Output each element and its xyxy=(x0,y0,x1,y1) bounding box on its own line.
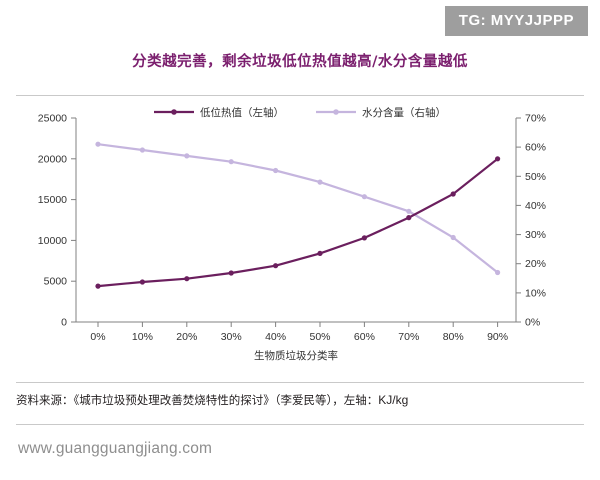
right-axis-ticks: 0% 10% 20% 30% 40% 50% 60% 70% xyxy=(516,113,546,329)
telegram-watermark-badge: TG: MYYJJPPP xyxy=(444,6,588,36)
x-tick-label: 10% xyxy=(132,331,153,343)
line-chart-svg: 0 5000 10000 15000 20000 25000 0% 10% 20… xyxy=(38,106,546,362)
right-tick-label: 30% xyxy=(525,229,546,241)
x-tick-label: 40% xyxy=(265,331,286,343)
x-tick-label: 20% xyxy=(176,331,197,343)
right-tick-label: 10% xyxy=(525,287,546,299)
x-tick-label: 50% xyxy=(309,331,330,343)
left-tick-label: 20000 xyxy=(38,153,67,165)
chart-title: 分类越完善，剩余垃圾低位热值越高/水分含量越低 xyxy=(132,54,468,70)
x-tick-label: 0% xyxy=(90,331,105,343)
series-lower-heating-value xyxy=(95,156,501,289)
source-divider-top xyxy=(16,382,584,383)
right-tick-label: 50% xyxy=(525,171,546,183)
x-axis-ticks: 0% 10% 20% 30% 40% 50% 60% 70% 80% 90% xyxy=(90,322,508,343)
right-tick-label: 0% xyxy=(525,317,540,329)
right-tick-label: 20% xyxy=(525,258,546,270)
chart-legend: 低位热值（左轴） 水分含量（右轴） xyxy=(154,106,446,119)
source-unit: KJ/kg xyxy=(378,393,409,407)
left-axis-ticks: 0 5000 10000 15000 20000 25000 xyxy=(38,113,76,329)
legend-label: 水分含量（右轴） xyxy=(362,106,446,119)
title-divider xyxy=(16,95,584,96)
right-tick-label: 40% xyxy=(525,200,546,212)
source-note: 资料来源：《城市垃圾预处理改善焚烧特性的探讨》（李爱民等），左轴：KJ/kg xyxy=(16,392,584,409)
x-tick-label: 90% xyxy=(487,331,508,343)
left-tick-label: 5000 xyxy=(44,276,68,288)
x-axis-title: 生物质垃圾分类率 xyxy=(254,349,338,362)
x-tick-label: 70% xyxy=(398,331,419,343)
left-tick-label: 0 xyxy=(61,317,67,329)
legend-item-water-content: 水分含量（右轴） xyxy=(316,106,446,119)
site-url-watermark: www.guangguangjiang.com xyxy=(18,440,213,457)
right-tick-label: 70% xyxy=(525,113,546,125)
legend-label: 低位热值（左轴） xyxy=(200,106,284,119)
x-tick-label: 30% xyxy=(221,331,242,343)
right-tick-label: 60% xyxy=(525,142,546,154)
chart-plot-area: 0 5000 10000 15000 20000 25000 0% 10% 20… xyxy=(16,100,584,380)
left-tick-label: 25000 xyxy=(38,113,67,125)
chart-axes xyxy=(75,118,517,323)
legend-item-lower-heating-value: 低位热值（左轴） xyxy=(154,106,284,119)
left-tick-label: 15000 xyxy=(38,194,67,206)
x-tick-label: 60% xyxy=(354,331,375,343)
x-tick-label: 80% xyxy=(443,331,464,343)
source-note-text: 资料来源：《城市垃圾预处理改善焚烧特性的探讨》（李爱民等），左轴： xyxy=(16,393,379,407)
source-divider-bottom xyxy=(16,424,584,425)
left-tick-label: 10000 xyxy=(38,235,67,247)
series-water-content xyxy=(95,141,501,276)
